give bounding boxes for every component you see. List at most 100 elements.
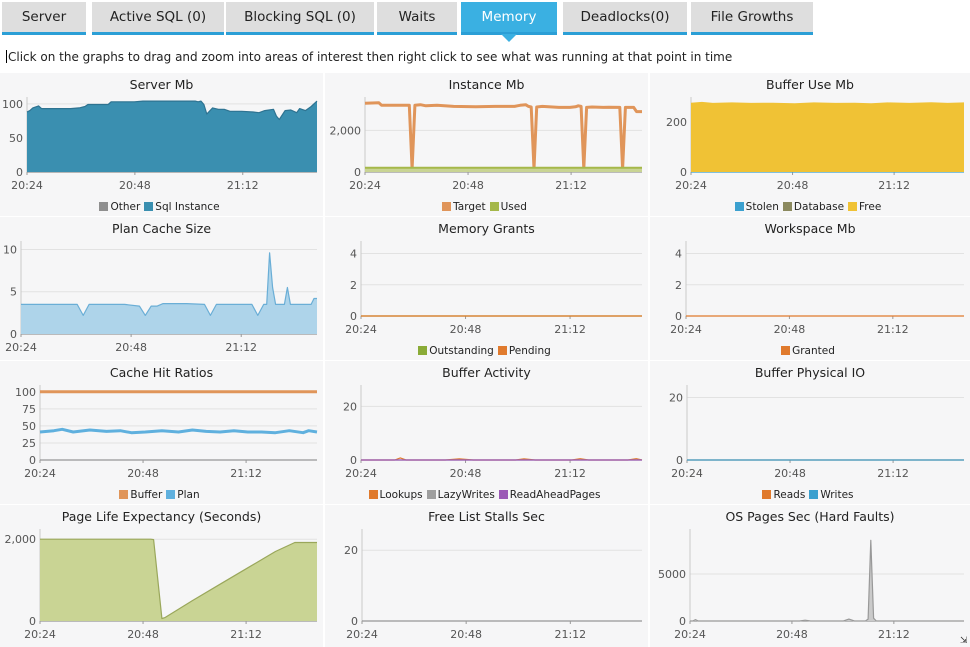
x-tick-label: 20:48 — [450, 323, 482, 336]
tab-blocking-sql-0[interactable]: Blocking SQL (0) — [226, 2, 374, 35]
y-tick-label: 0 — [29, 454, 36, 467]
chart-server-mb[interactable]: Server Mb 0 50 100 20:24 20:48 21:12 Other Sql I… — [0, 73, 323, 216]
legend-swatch — [368, 490, 378, 499]
chart-legend: Lookups LazyWrites ReadAheadPages — [325, 489, 648, 501]
chart-svg[interactable]: 0 20 20:24 20:48 21:12 — [325, 361, 648, 504]
chart-svg[interactable]: 0 20 20:24 20:48 21:12 — [325, 505, 648, 647]
chart-buffer-physical-io[interactable]: Buffer Physical IO 0 20 20:24 20:48 21:12 Read… — [650, 361, 970, 504]
legend-label: Database — [793, 201, 845, 213]
chart-title: Instance Mb — [448, 77, 525, 92]
x-tick-label: 21:12 — [225, 341, 257, 354]
legend-item[interactable]: Reads — [762, 489, 805, 501]
chart-title: Buffer Activity — [442, 365, 531, 380]
chart-svg[interactable]: 0 2,000 20:24 20:48 21:12 — [0, 505, 323, 647]
x-tick-label: 20:24 — [346, 628, 378, 641]
series-area-hard-faults — [690, 540, 964, 621]
chart-svg[interactable]: 0 25 50 75 100 20:24 20:48 21:12 — [0, 361, 323, 504]
x-tick-label: 20:48 — [777, 179, 809, 192]
chart-legend: Other Sql Instance — [0, 201, 323, 213]
legend-item[interactable]: Stolen — [734, 201, 779, 213]
chart-svg[interactable]: 0 50 100 20:24 20:48 21:12 — [0, 73, 323, 216]
chart-title: OS Pages Sec (Hard Faults) — [725, 509, 895, 524]
chart-memory-grants[interactable]: Memory Grants 0 2 4 20:24 20:48 21:12 Outstandi… — [325, 217, 648, 360]
legend-swatch — [848, 202, 858, 211]
legend-label: Granted — [792, 345, 835, 357]
chart-os-pages-sec-hard-faults[interactable]: OS Pages Sec (Hard Faults) 0 5000 20:24 20:4… — [650, 505, 970, 647]
legend-swatch — [498, 490, 508, 499]
y-tick-label: 4 — [675, 248, 682, 261]
legend-item[interactable]: Granted — [781, 345, 835, 357]
tab-file-growths[interactable]: File Growths — [691, 2, 813, 35]
y-tick-label: 10 — [3, 243, 17, 256]
tab-memory[interactable]: Memory — [461, 2, 557, 42]
chart-cache-hit-ratios[interactable]: Cache Hit Ratios 0 25 50 75 100 20:24 20:48 21:1… — [0, 361, 323, 504]
chart-title: Workspace Mb — [764, 221, 856, 236]
legend-item[interactable]: Outstanding — [418, 345, 494, 357]
legend-item[interactable]: Sql Instance — [144, 201, 220, 213]
y-tick-label: 0 — [351, 615, 358, 628]
legend-item[interactable]: Target — [442, 201, 486, 213]
series-line-sql-instance — [26, 100, 318, 121]
tab-deadlocks-0[interactable]: Deadlocks(0) — [563, 2, 687, 35]
chart-plan-cache-size[interactable]: Plan Cache Size 0 5 10 20:24 20:48 21:12 — [0, 217, 323, 360]
x-tick-label: 21:12 — [230, 628, 262, 641]
y-tick-label: 2,000 — [330, 124, 362, 137]
y-tick-label: 0 — [350, 310, 357, 323]
chart-legend: Granted — [650, 345, 970, 357]
legend-swatch — [782, 202, 792, 211]
chart-page-life-expectancy-seconds[interactable]: Page Life Expectancy (Seconds) 0 2,000 20:2… — [0, 505, 323, 647]
chart-svg[interactable]: 0 200 20:24 20:48 21:12 — [650, 73, 970, 216]
chart-buffer-activity[interactable]: Buffer Activity 0 20 20:24 20:48 21:12 Lookups… — [325, 361, 648, 504]
tab-waits[interactable]: Waits — [377, 2, 457, 35]
legend-item[interactable]: Free — [848, 201, 881, 213]
legend-item[interactable]: Database — [782, 201, 845, 213]
resize-grip-icon[interactable]: ⇲ — [960, 636, 968, 646]
legend-item[interactable]: Writes — [809, 489, 854, 501]
series-line-hard-faults — [690, 539, 964, 622]
y-tick-label: 2,000 — [5, 533, 37, 546]
legend-swatch — [426, 490, 436, 499]
legend-item[interactable]: ReadAheadPages — [498, 489, 600, 501]
legend-item[interactable]: Used — [489, 201, 527, 213]
chart-buffer-use-mb[interactable]: Buffer Use Mb 0 200 20:24 20:48 21:12 Stolen Da… — [650, 73, 970, 216]
y-tick-label: 0 — [29, 615, 36, 628]
tab-server[interactable]: Server — [2, 2, 86, 35]
legend-label: Other — [110, 201, 141, 213]
chart-svg[interactable]: 0 2,000 20:24 20:48 21:12 — [325, 73, 648, 216]
chart-workspace-mb[interactable]: Workspace Mb 0 2 4 20:24 20:48 21:12 Granted — [650, 217, 970, 360]
legend-label: Used — [500, 201, 527, 213]
legend-label: Stolen — [745, 201, 779, 213]
y-tick-label: 75 — [22, 403, 36, 416]
y-tick-label: 200 — [666, 116, 687, 129]
legend-item[interactable]: Other — [99, 201, 140, 213]
y-tick-label: 4 — [350, 248, 357, 261]
y-tick-label: 50 — [9, 132, 23, 145]
y-tick-label: 0 — [680, 166, 687, 179]
x-tick-label: 21:12 — [877, 467, 909, 480]
chart-svg[interactable]: 0 20 20:24 20:48 21:12 — [650, 361, 970, 504]
chart-svg[interactable]: 0 2 4 20:24 20:48 21:12 — [650, 217, 970, 360]
legend-item[interactable]: Buffer — [119, 489, 162, 501]
x-tick-label: 20:48 — [127, 628, 159, 641]
chart-free-list-stalls-sec[interactable]: Free List Stalls Sec 0 20 20:24 20:48 21:12 — [325, 505, 648, 647]
chart-svg[interactable]: 0 2 4 20:24 20:48 21:12 — [325, 217, 648, 360]
legend-label: Pending — [508, 345, 551, 357]
x-tick-label: 21:12 — [555, 179, 587, 192]
y-tick-label: 25 — [22, 437, 36, 450]
tab-active-sql-0[interactable]: Active SQL (0) — [92, 2, 224, 35]
y-tick-label: 2 — [350, 279, 357, 292]
chart-svg[interactable]: 0 5000 20:24 20:48 21:12 — [650, 505, 970, 647]
x-tick-label: 20:48 — [115, 341, 147, 354]
legend-swatch — [497, 346, 507, 355]
legend-item[interactable]: Lookups — [368, 489, 423, 501]
y-tick-label: 0 — [16, 166, 23, 179]
chart-instance-mb[interactable]: Instance Mb 0 2,000 20:24 20:48 21:12 Target Us… — [325, 73, 648, 216]
series-line-plan — [39, 427, 318, 435]
legend-item[interactable]: Plan — [166, 489, 200, 501]
legend-label: Writes — [820, 489, 854, 501]
chart-title: Cache Hit Ratios — [109, 365, 214, 380]
legend-item[interactable]: LazyWrites — [426, 489, 495, 501]
legend-item[interactable]: Pending — [497, 345, 551, 357]
y-tick-label: 0 — [676, 454, 683, 467]
chart-svg[interactable]: 0 5 10 20:24 20:48 21:12 — [0, 217, 323, 360]
